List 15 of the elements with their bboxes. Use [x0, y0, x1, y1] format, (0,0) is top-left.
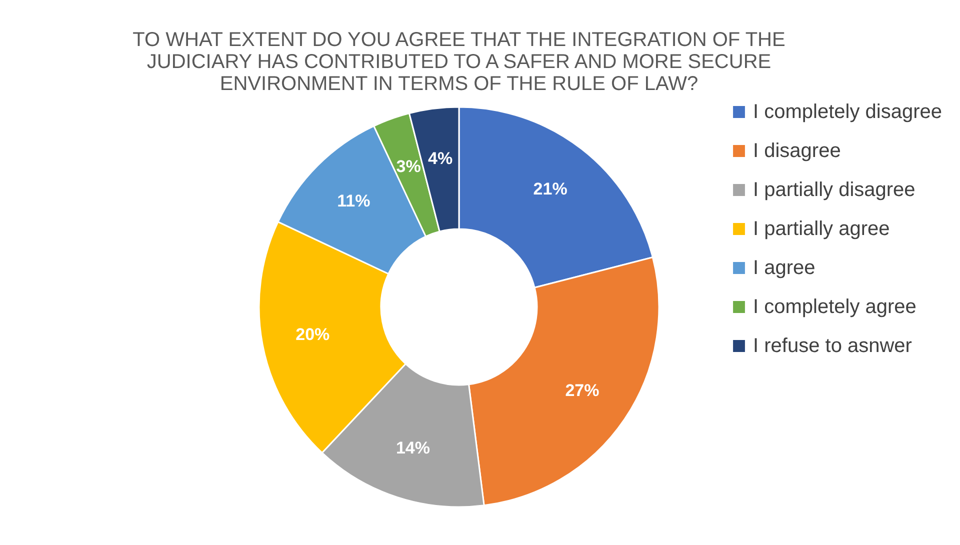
- data-label: 20%: [296, 324, 330, 344]
- legend-label: I completely disagree: [753, 101, 942, 123]
- legend-label: I completely agree: [753, 296, 916, 318]
- legend-label: I agree: [753, 257, 816, 279]
- legend-label: I refuse to asnwer: [753, 335, 912, 357]
- data-label: 4%: [428, 149, 453, 168]
- data-label: 3%: [396, 156, 421, 176]
- legend-label: I partially disagree: [753, 179, 916, 201]
- data-label: 27%: [565, 380, 600, 400]
- data-label: 11%: [337, 192, 370, 211]
- chart-title: TO WHAT EXTENT DO YOU AGREE THAT THE INTEGRATION OF THE JUDICIARY HAS CONTRIBUTED TO A SAFER AND MORE SECURE ENVIRONMENT IN TERMS OF THE RULE OF LAW?: [132, 29, 786, 95]
- legend-label: I partially agree: [753, 218, 890, 240]
- legend-label: I disagree: [753, 140, 841, 162]
- data-label: 21%: [533, 179, 568, 198]
- data-label: 14%: [396, 438, 430, 458]
